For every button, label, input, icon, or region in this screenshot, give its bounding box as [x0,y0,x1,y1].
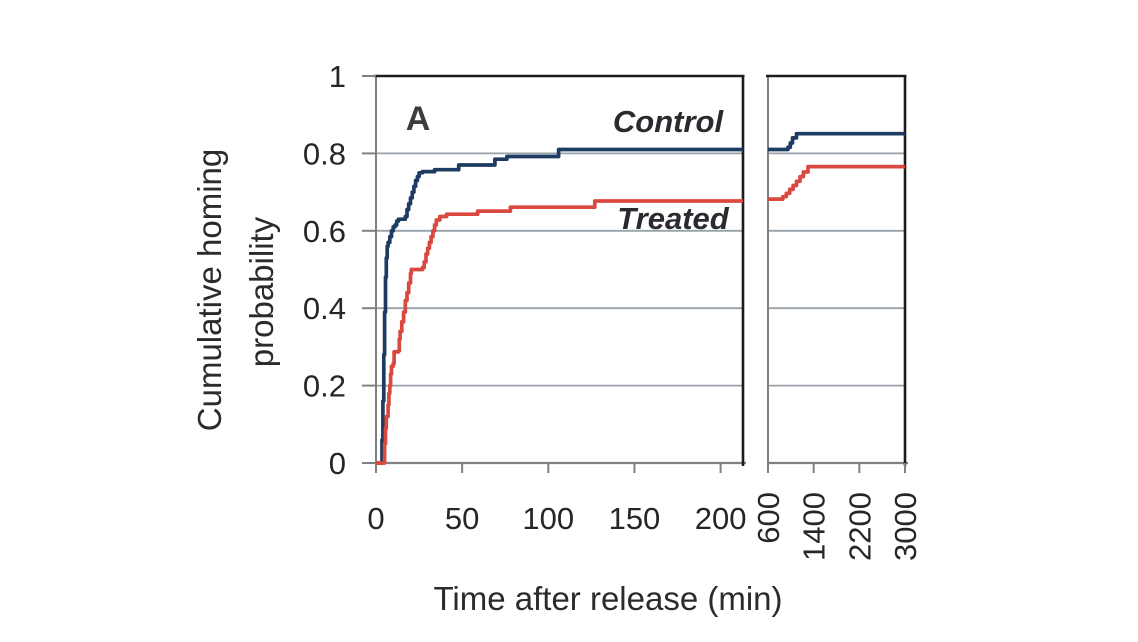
panel-letter: A [405,100,431,138]
y-tick-label: 1 [329,59,346,94]
x-axis-title: Time after release (min) [433,580,783,617]
y-tick-label: 0.8 [303,136,346,171]
y-axis-title-line1: Cumulative homing [191,148,228,432]
x-tick-label: 150 [609,501,661,536]
y-axis-title-line2: probability [243,216,280,368]
y-tick-label: 0.4 [303,291,346,326]
control-series-label: Control [612,104,724,139]
x-tick-label: 50 [445,501,479,536]
x-tick-label-rotated: 600 [751,492,786,544]
control-curve-panel1 [376,147,743,465]
x-tick-label-rotated: 1400 [797,492,832,561]
x-tick-label: 100 [522,501,574,536]
y-tick-label: 0.6 [303,214,346,249]
control-curve-panel2 [768,131,905,152]
y-tick-label: 0 [329,446,346,481]
treated-curve-panel2 [768,164,905,201]
treated-series-label: Treated [617,201,729,236]
treated-curve-panel1 [376,199,743,465]
x-tick-label: 200 [695,501,747,536]
y-tick-label: 0.2 [303,369,346,404]
x-tick-label-rotated: 2200 [842,492,877,561]
x-tick-label-rotated: 3000 [888,492,923,561]
x-tick-label: 0 [367,501,384,536]
